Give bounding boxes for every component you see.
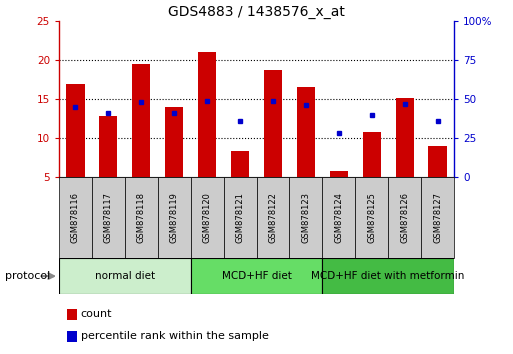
Text: GSM878124: GSM878124 bbox=[334, 192, 343, 243]
Bar bbox=[198, 52, 216, 177]
Bar bbox=[165, 107, 183, 177]
Bar bbox=[66, 84, 85, 177]
Text: percentile rank within the sample: percentile rank within the sample bbox=[81, 331, 269, 341]
Bar bbox=[67, 309, 77, 320]
Text: GSM878116: GSM878116 bbox=[71, 192, 80, 243]
Text: GSM878122: GSM878122 bbox=[268, 192, 278, 243]
Text: GSM878118: GSM878118 bbox=[137, 192, 146, 243]
Text: GSM878120: GSM878120 bbox=[203, 192, 212, 243]
FancyBboxPatch shape bbox=[191, 258, 322, 294]
FancyBboxPatch shape bbox=[92, 177, 125, 258]
FancyBboxPatch shape bbox=[224, 177, 256, 258]
FancyBboxPatch shape bbox=[191, 177, 224, 258]
FancyBboxPatch shape bbox=[289, 177, 322, 258]
Text: GSM878127: GSM878127 bbox=[433, 192, 442, 243]
FancyBboxPatch shape bbox=[125, 177, 158, 258]
Text: normal diet: normal diet bbox=[95, 271, 155, 281]
Bar bbox=[297, 87, 315, 177]
FancyBboxPatch shape bbox=[59, 177, 92, 258]
FancyBboxPatch shape bbox=[355, 177, 388, 258]
Text: GSM878125: GSM878125 bbox=[367, 192, 376, 243]
Bar bbox=[100, 116, 117, 177]
FancyBboxPatch shape bbox=[421, 177, 454, 258]
Text: MCD+HF diet with metformin: MCD+HF diet with metformin bbox=[311, 271, 465, 281]
Text: count: count bbox=[81, 309, 112, 319]
Bar bbox=[428, 146, 447, 177]
Text: GSM878123: GSM878123 bbox=[301, 192, 310, 243]
Text: protocol: protocol bbox=[5, 271, 50, 281]
Text: GSM878117: GSM878117 bbox=[104, 192, 113, 243]
FancyBboxPatch shape bbox=[322, 177, 355, 258]
Text: GSM878121: GSM878121 bbox=[235, 192, 245, 243]
Text: GSM878126: GSM878126 bbox=[400, 192, 409, 243]
Bar bbox=[330, 171, 348, 177]
Bar bbox=[132, 64, 150, 177]
Text: MCD+HF diet: MCD+HF diet bbox=[222, 271, 291, 281]
Text: GSM878119: GSM878119 bbox=[170, 192, 179, 243]
FancyBboxPatch shape bbox=[322, 258, 454, 294]
Title: GDS4883 / 1438576_x_at: GDS4883 / 1438576_x_at bbox=[168, 5, 345, 19]
Bar bbox=[363, 132, 381, 177]
Bar bbox=[396, 98, 413, 177]
FancyBboxPatch shape bbox=[158, 177, 191, 258]
Bar bbox=[231, 151, 249, 177]
Bar bbox=[67, 331, 77, 342]
FancyBboxPatch shape bbox=[388, 177, 421, 258]
FancyBboxPatch shape bbox=[59, 258, 191, 294]
FancyBboxPatch shape bbox=[256, 177, 289, 258]
Bar bbox=[264, 69, 282, 177]
